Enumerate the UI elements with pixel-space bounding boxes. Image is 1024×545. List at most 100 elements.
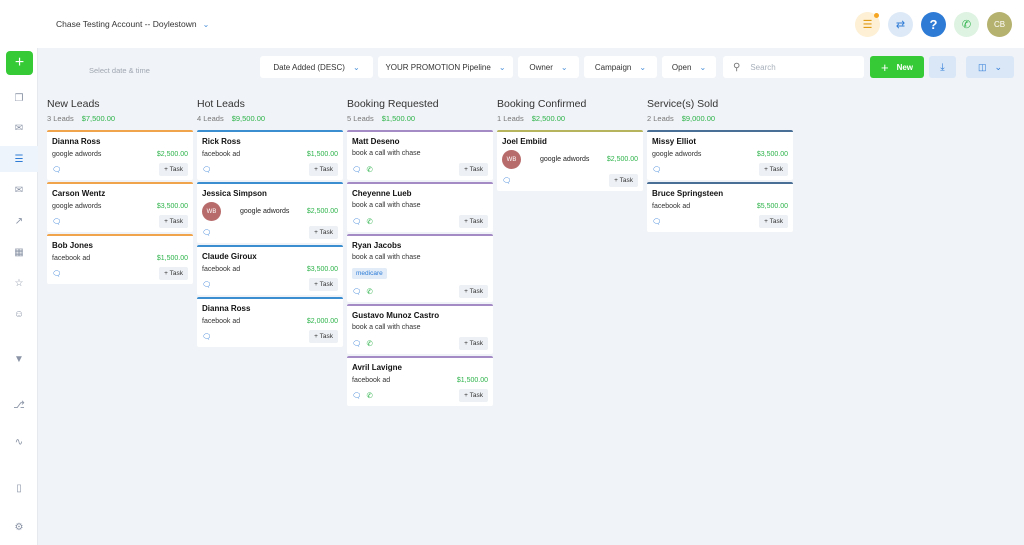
opportunity-card[interactable]: Missy Elliot google adwords $3,500.00 🗨 + Ta… [647, 130, 793, 180]
add-task-button[interactable]: + Task [459, 163, 488, 176]
add-task-button[interactable]: + Task [459, 285, 488, 298]
mobile-icon[interactable]: ▯ [16, 482, 22, 494]
contact-name[interactable]: Joel Embiid [502, 137, 547, 146]
phone-icon[interactable]: ✆ [366, 217, 373, 226]
contact-name[interactable]: Avril Lavigne [352, 363, 402, 372]
contact-name[interactable]: Bruce Springsteen [652, 189, 724, 198]
help-button[interactable]: ? [921, 12, 946, 37]
user-avatar[interactable]: CB [987, 12, 1012, 37]
reporting-icon[interactable]: ↗ [14, 215, 24, 227]
contact-name[interactable]: Cheyenne Lueb [352, 189, 412, 198]
add-task-button[interactable]: + Task [159, 163, 188, 176]
contact-name[interactable]: Carson Wentz [52, 189, 106, 198]
campaign-dropdown[interactable]: Campaign ⌄ [584, 56, 657, 78]
contact-name[interactable]: Dianna Ross [202, 304, 251, 313]
conversation-icon[interactable]: 🗨 [652, 217, 662, 226]
conversation-icon[interactable]: 🗨 [352, 287, 362, 296]
sort-dropdown[interactable]: Date Added (DESC) ⌄ [260, 56, 373, 78]
notifications-list-icon[interactable]: ☰ [855, 12, 880, 37]
add-task-button[interactable]: + Task [459, 389, 488, 402]
view-toggle-button[interactable]: ◫ ⌄ [966, 56, 1014, 78]
opportunity-card[interactable]: Ryan Jacobs book a call with chase medicar… [347, 234, 493, 302]
owner-dropdown[interactable]: Owner ⌄ [518, 56, 579, 78]
star-icon[interactable]: ☆ [14, 277, 24, 289]
conversation-icon[interactable]: 🗨 [52, 217, 62, 226]
add-task-button[interactable]: + Task [309, 163, 338, 176]
chevron-down-icon: ⌄ [699, 62, 707, 72]
workflow-icon[interactable]: ⎇ [13, 399, 25, 411]
download-button[interactable]: ⤓ [929, 56, 956, 78]
add-task-button[interactable]: + Task [159, 215, 188, 228]
search-input[interactable]: ⚲ Search [723, 56, 864, 78]
new-lead-button[interactable]: + New [870, 56, 924, 78]
account-switcher[interactable]: Chase Testing Account -- Doylestown ⌄ [56, 19, 209, 29]
add-task-button[interactable]: + Task [759, 215, 788, 228]
phone-icon[interactable]: ✆ [366, 391, 373, 400]
conversation-icon[interactable]: 🗨 [202, 228, 212, 237]
copy-icon[interactable]: ❐ [14, 92, 24, 104]
settings-icon[interactable]: ⚙ [14, 521, 24, 533]
contact-name[interactable]: Dianna Ross [52, 137, 101, 146]
conversation-icon[interactable]: 🗨 [52, 269, 62, 278]
add-task-button[interactable]: + Task [759, 163, 788, 176]
contact-name[interactable]: Ryan Jacobs [352, 241, 402, 250]
opportunity-card[interactable]: Claude Giroux facebook ad $3,500.00 🗨 + Task [197, 245, 343, 295]
conversation-icon[interactable]: 🗨 [352, 339, 362, 348]
phone-icon[interactable]: ✆ [366, 287, 373, 296]
conversation-icon[interactable]: 🗨 [352, 165, 362, 174]
conversation-icon[interactable]: 🗨 [52, 165, 62, 174]
add-task-button[interactable]: + Task [309, 278, 338, 291]
opportunity-card[interactable]: Dianna Ross google adwords $2,500.00 🗨 + Tas… [47, 130, 193, 180]
opportunity-card[interactable]: Dianna Ross facebook ad $2,000.00 🗨 + Task [197, 297, 343, 347]
calendar-icon[interactable]: ▦ [14, 246, 24, 258]
tag-badge[interactable]: medicare [352, 268, 387, 279]
conversation-icon[interactable]: 🗨 [352, 391, 362, 400]
conversation-icon[interactable]: 🗨 [352, 217, 362, 226]
swap-icon[interactable]: ⇄ [888, 12, 913, 37]
date-picker[interactable]: Select date & time [89, 66, 150, 75]
activity-icon[interactable]: ∿ [14, 436, 24, 448]
contact-name[interactable]: Jessica Simpson [202, 189, 267, 198]
opportunity-card[interactable]: Bruce Springsteen facebook ad $5,500.00 🗨 + … [647, 182, 793, 232]
pipeline-icon[interactable]: ☰ [0, 146, 38, 172]
opportunity-card[interactable]: Rick Ross facebook ad $1,500.00 🗨 + Task [197, 130, 343, 180]
contact-name[interactable]: Claude Giroux [202, 252, 257, 261]
contacts-icon[interactable]: ☺ [13, 308, 25, 320]
opportunity-value: $2,500.00 [606, 156, 638, 163]
contact-name[interactable]: Missy Elliot [652, 137, 697, 146]
conversation-icon[interactable]: 🗨 [202, 280, 212, 289]
add-button[interactable]: + [6, 51, 33, 75]
conversation-icon[interactable]: 🗨 [202, 165, 212, 174]
opportunity-card[interactable]: Jessica Simpson WB google adwords $2,500.00… [197, 182, 343, 243]
conversation-icon[interactable]: 🗨 [202, 332, 212, 341]
opportunity-card[interactable]: Bob Jones facebook ad $1,500.00 🗨 + Task [47, 234, 193, 284]
add-task-button[interactable]: + Task [609, 174, 638, 187]
add-task-button[interactable]: + Task [459, 215, 488, 228]
phone-icon[interactable]: ✆ [366, 165, 373, 174]
column-title: Booking Requested [347, 98, 439, 110]
opportunity-card[interactable]: Gustavo Munoz Castro book a call with cha… [347, 304, 493, 354]
mail-icon[interactable]: ✉ [14, 184, 24, 196]
pipeline-dropdown[interactable]: YOUR PROMOTION Pipeline ⌄ [378, 56, 513, 78]
opportunity-card[interactable]: Matt Deseno book a call with chase 🗨 ✆ + Tas… [347, 130, 493, 180]
conversation-icon[interactable]: 🗨 [502, 176, 512, 185]
phone-icon[interactable]: ✆ [954, 12, 979, 37]
conversations-icon[interactable]: ✉ [14, 122, 24, 134]
status-dropdown[interactable]: Open ⌄ [662, 56, 716, 78]
phone-icon[interactable]: ✆ [366, 339, 373, 348]
opportunity-card[interactable]: Avril Lavigne facebook ad $1,500.00 🗨 ✆ + Tas… [347, 356, 493, 406]
add-task-button[interactable]: + Task [459, 337, 488, 350]
lead-source: google adwords [52, 151, 102, 158]
contact-name[interactable]: Matt Deseno [352, 137, 400, 146]
add-task-button[interactable]: + Task [309, 226, 338, 239]
add-task-button[interactable]: + Task [159, 267, 188, 280]
contact-name[interactable]: Gustavo Munoz Castro [352, 311, 440, 320]
opportunity-card[interactable]: Cheyenne Lueb book a call with chase 🗨 ✆ + T… [347, 182, 493, 232]
conversation-icon[interactable]: 🗨 [652, 165, 662, 174]
funnel-icon[interactable]: ▼ [14, 353, 24, 365]
contact-name[interactable]: Rick Ross [202, 137, 241, 146]
contact-name[interactable]: Bob Jones [52, 241, 93, 250]
opportunity-card[interactable]: Joel Embiid WB google adwords $2,500.00 🗨 + T… [497, 130, 643, 191]
opportunity-card[interactable]: Carson Wentz google adwords $3,500.00 🗨 + Ta… [47, 182, 193, 232]
add-task-button[interactable]: + Task [309, 330, 338, 343]
